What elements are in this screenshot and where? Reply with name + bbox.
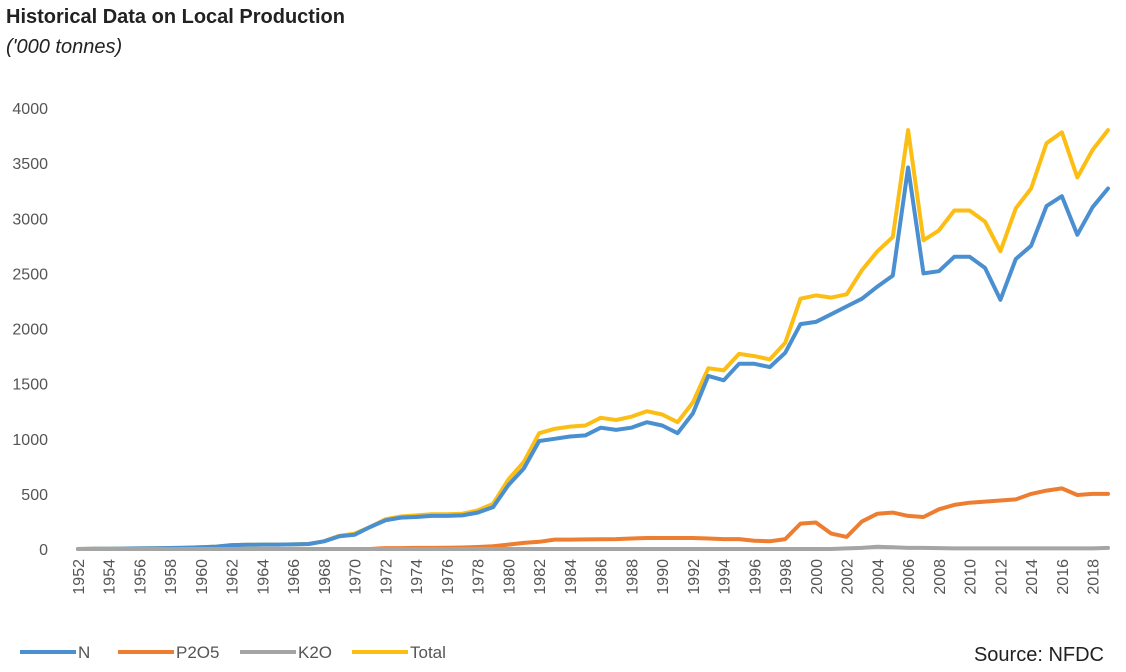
series-line-k2o [76, 544, 1110, 551]
x-tick-label: 2016 [1055, 559, 1072, 595]
x-tick-label: 1984 [563, 559, 580, 595]
legend-label: P2O5 [176, 643, 219, 662]
y-tick-label: 3000 [12, 211, 48, 228]
x-tick-label: 2006 [901, 559, 918, 595]
x-tick-label: 1970 [348, 559, 365, 595]
series-line-total [76, 128, 1110, 551]
y-tick-label: 500 [21, 487, 48, 504]
source-note: Source: NFDC [973, 644, 1104, 666]
x-tick-label: 1964 [255, 559, 272, 595]
x-tick-label: 1974 [409, 559, 426, 595]
x-tick-label: 2000 [809, 559, 826, 595]
series-line-n [76, 165, 1110, 551]
legend-label: N [78, 643, 90, 662]
chart-title: Historical Data on Local Production [6, 6, 345, 28]
y-tick-label: 2000 [12, 322, 48, 339]
x-tick-label: 1956 [132, 559, 149, 595]
legend-label: Total [410, 643, 446, 662]
x-tick-label: 1954 [102, 559, 119, 595]
x-tick-label: 1962 [225, 559, 242, 595]
x-tick-label: 1966 [286, 559, 303, 595]
x-tick-label: 2018 [1086, 559, 1103, 595]
x-tick-label: 1982 [532, 559, 549, 595]
y-tick-label: 2500 [12, 266, 48, 283]
x-tick-label: 2012 [993, 559, 1010, 595]
y-tick-label: 0 [39, 542, 48, 559]
x-tick-label: 2002 [840, 559, 857, 595]
x-tick-label: 1994 [717, 559, 734, 595]
x-tick-label: 2010 [963, 559, 980, 595]
x-tick-label: 2014 [1024, 559, 1041, 595]
x-tick-label: 1958 [163, 559, 180, 595]
x-tick-label: 1972 [378, 559, 395, 595]
x-tick-label: 1978 [471, 559, 488, 595]
x-tick-label: 1976 [440, 559, 457, 595]
x-tick-label: 1986 [594, 559, 611, 595]
series-line-p2o5 [76, 486, 1110, 551]
x-tick-label: 1992 [686, 559, 703, 595]
x-tick-label: 2008 [932, 559, 949, 595]
legend-label: K2O [298, 643, 332, 662]
x-tick-label: 1998 [778, 559, 795, 595]
y-tick-label: 1500 [12, 377, 48, 394]
x-axis: 1952 1954 1956 1958 1960 1962 1964 1966 1968 1970… [71, 548, 1108, 595]
chart-subtitle: ('000 tonnes) [6, 36, 123, 58]
x-tick-label: 1988 [624, 559, 641, 595]
x-tick-label: 1980 [501, 559, 518, 595]
series-layer [76, 128, 1110, 551]
legend: N P2O5 K2O Total [20, 643, 446, 662]
y-tick-label: 1000 [12, 432, 48, 449]
y-tick-label: 3500 [12, 156, 48, 173]
y-tick-label: 4000 [12, 101, 48, 118]
x-tick-label: 1968 [317, 559, 334, 595]
x-tick-label: 2004 [870, 559, 887, 595]
y-axis: 0 500 1000 1500 2000 2500 3000 3500 4000 [12, 101, 48, 559]
x-tick-label: 1952 [71, 559, 88, 595]
x-tick-label: 1990 [655, 559, 672, 595]
x-tick-label: 1996 [747, 559, 764, 595]
x-tick-label: 1960 [194, 559, 211, 595]
